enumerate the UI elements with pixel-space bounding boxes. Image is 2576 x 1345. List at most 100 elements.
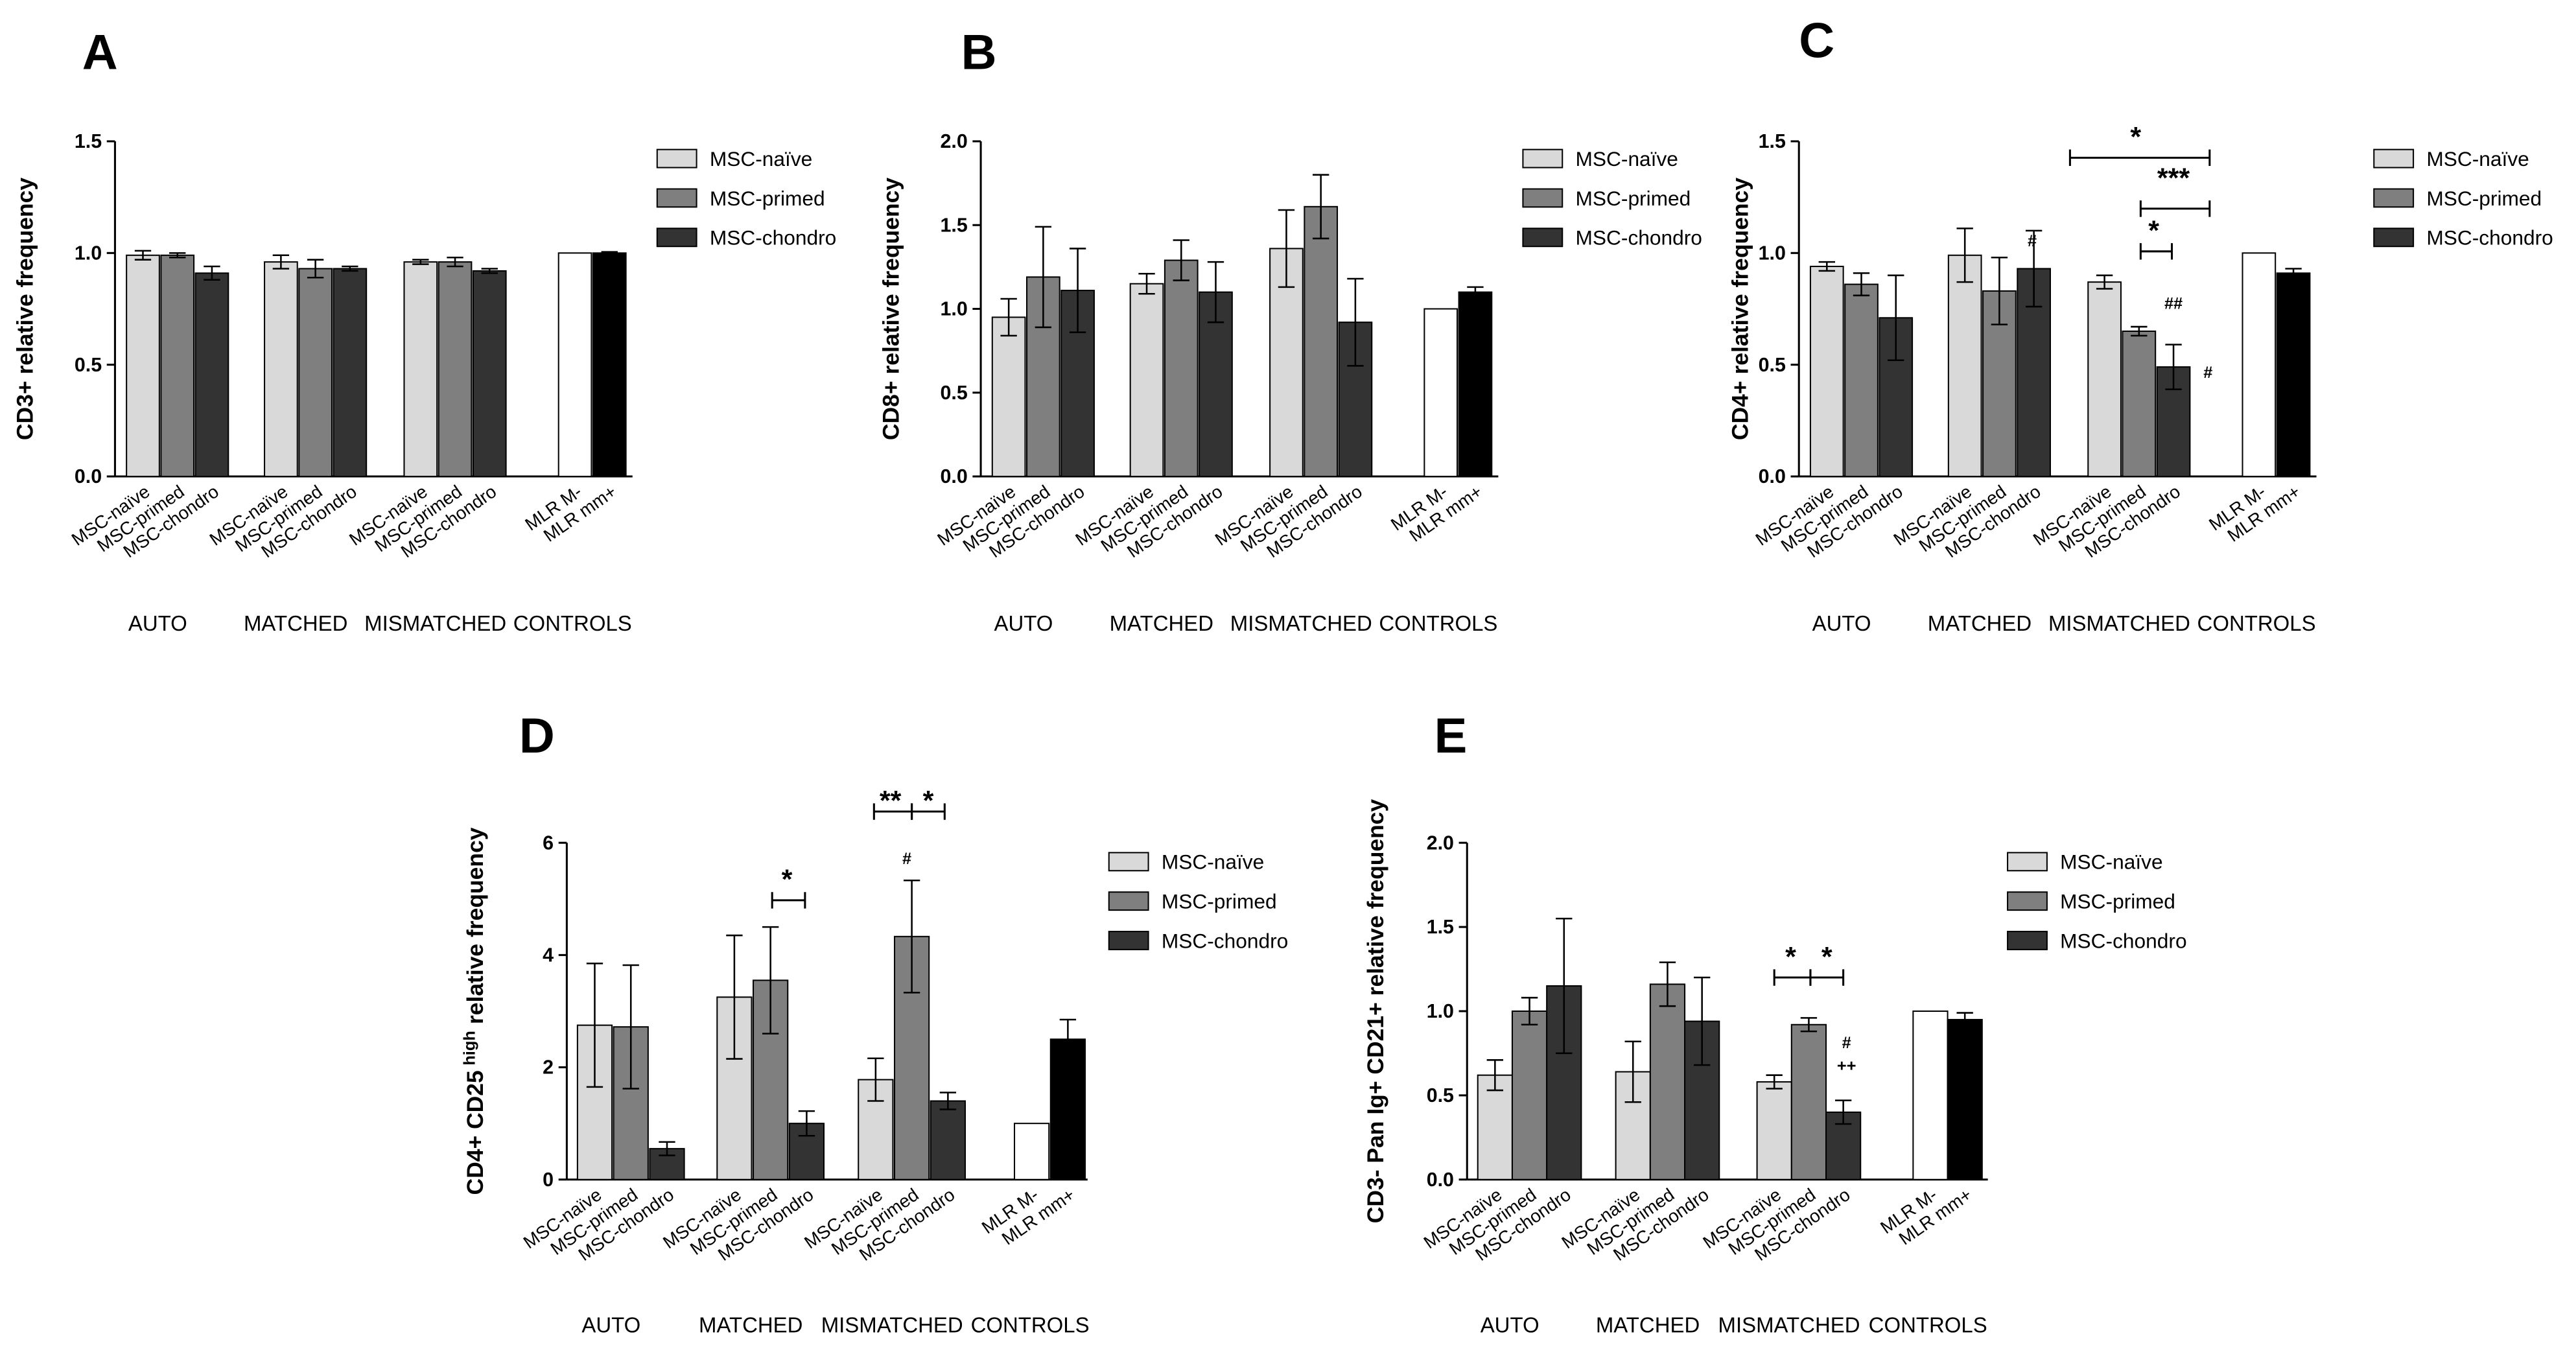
y-axis-label-text: CD3+ relative frequency — [12, 178, 38, 440]
error-bar — [272, 254, 290, 270]
legend-swatch — [2007, 852, 2048, 872]
error-bar — [1556, 917, 1573, 1055]
error-bar — [2096, 274, 2113, 290]
bar — [2276, 272, 2311, 478]
y-axis-label-sup: high — [460, 1031, 478, 1065]
legend-label: MSC-naïve — [1576, 147, 1678, 170]
group-label: MISMATCHED — [2048, 611, 2190, 635]
y-tick-label: 2.0 — [941, 130, 968, 152]
significance-label: *** — [2157, 163, 2190, 194]
error-bar — [1834, 1099, 1852, 1125]
y-tick-label: 0.5 — [1427, 1084, 1454, 1106]
error-bar — [2025, 229, 2043, 308]
y-axis-label: CD8+ relative frequency — [878, 178, 904, 440]
legend-label: MSC-naïve — [710, 147, 812, 170]
legend-swatch — [2007, 931, 2048, 950]
error-bar — [1486, 1059, 1504, 1092]
legend-swatch — [1522, 188, 1563, 208]
legend-label: MSC-primed — [710, 187, 825, 210]
bar — [298, 268, 333, 478]
bar — [1269, 248, 1304, 478]
legend-swatch — [2373, 148, 2415, 169]
error-bar — [481, 268, 498, 274]
y-tick-label: 1.5 — [1759, 130, 1786, 152]
error-bar — [1313, 174, 1329, 240]
error-bar — [1624, 1040, 1641, 1103]
error-bar — [169, 252, 186, 259]
bar — [1129, 283, 1164, 478]
group-label: MATCHED — [1596, 1313, 1700, 1337]
bar — [930, 1100, 966, 1180]
bar — [1423, 308, 1458, 478]
legend-swatch — [656, 188, 697, 208]
bar — [592, 252, 627, 478]
legend-swatch — [1108, 931, 1149, 950]
y-tick-label: 1.5 — [941, 214, 968, 236]
error-bar — [1059, 1018, 1077, 1060]
group-label: MISMATCHED — [1718, 1313, 1860, 1337]
y-tick-label: 0.5 — [1759, 354, 1786, 376]
bar — [264, 261, 298, 478]
legend-label: MSC-primed — [1162, 890, 1277, 913]
y-axis-label-text: CD8+ relative frequency — [878, 178, 904, 440]
legend-label: MSC-chondro — [2426, 226, 2553, 250]
bar — [160, 254, 195, 478]
significance-label: * — [782, 864, 793, 895]
legend-label: MSC-chondro — [2060, 929, 2186, 952]
error-bar — [1035, 226, 1052, 329]
error-bar — [307, 259, 324, 279]
legend-label: MSC-naïve — [2426, 147, 2529, 170]
error-bar — [1991, 256, 2008, 325]
y-axis-label-text: CD3- Pan Ig+ CD21+ relative frequency — [1363, 799, 1388, 1223]
legend-label: MSC-chondro — [1162, 929, 1288, 952]
error-bar — [412, 259, 429, 265]
error-bar — [1467, 286, 1484, 298]
y-tick-label: 2 — [543, 1057, 554, 1079]
significance-label: * — [1785, 941, 1796, 972]
significance-label: * — [2130, 122, 2141, 153]
error-bar — [762, 926, 779, 1035]
y-tick-label: 0 — [543, 1169, 554, 1191]
bar — [126, 254, 160, 478]
y-tick-label: 0.0 — [75, 465, 102, 487]
error-bar — [1766, 1074, 1783, 1090]
significance-mark: # — [1842, 1034, 1851, 1052]
bar — [472, 270, 507, 478]
bar — [2087, 281, 2122, 478]
y-tick-label: 1.0 — [75, 242, 102, 264]
group-label: MISMATCHED — [1230, 611, 1372, 635]
y-tick-label: 0.0 — [1759, 465, 1786, 487]
group-label: MISMATCHED — [364, 611, 506, 635]
error-bar — [1207, 261, 1224, 323]
group-label: MATCHED — [244, 611, 347, 635]
legend-swatch — [1522, 228, 1563, 248]
y-axis-label: CD4+ CD25 high relative frequency — [460, 827, 488, 1195]
error-bar — [447, 256, 463, 268]
bar — [1458, 291, 1493, 478]
bar — [1164, 259, 1199, 478]
error-bar — [1347, 277, 1364, 367]
group-label: AUTO — [1481, 1313, 1540, 1337]
error-bar — [1818, 261, 1835, 272]
bar — [1809, 265, 1844, 478]
error-bar — [903, 879, 920, 994]
y-axis-label: CD4+ relative frequency — [1727, 178, 1753, 440]
error-bar — [601, 251, 618, 255]
significance-label: ** — [880, 786, 902, 817]
error-bar — [342, 265, 358, 272]
error-bar — [798, 1110, 815, 1137]
error-bar — [204, 265, 220, 281]
panel-letter: E — [1434, 708, 1468, 764]
error-bar — [1800, 1017, 1818, 1033]
bar — [1947, 254, 1982, 478]
bar — [2242, 252, 2277, 478]
bar — [1912, 1010, 1949, 1180]
legend-swatch — [2373, 228, 2415, 248]
error-bar — [1956, 228, 1973, 283]
error-bar — [939, 1092, 957, 1110]
legend-label: MSC-primed — [2060, 890, 2175, 913]
error-bar — [134, 250, 152, 261]
significance-label: * — [1821, 941, 1832, 972]
bar — [991, 316, 1026, 478]
legend-swatch — [1108, 852, 1149, 872]
